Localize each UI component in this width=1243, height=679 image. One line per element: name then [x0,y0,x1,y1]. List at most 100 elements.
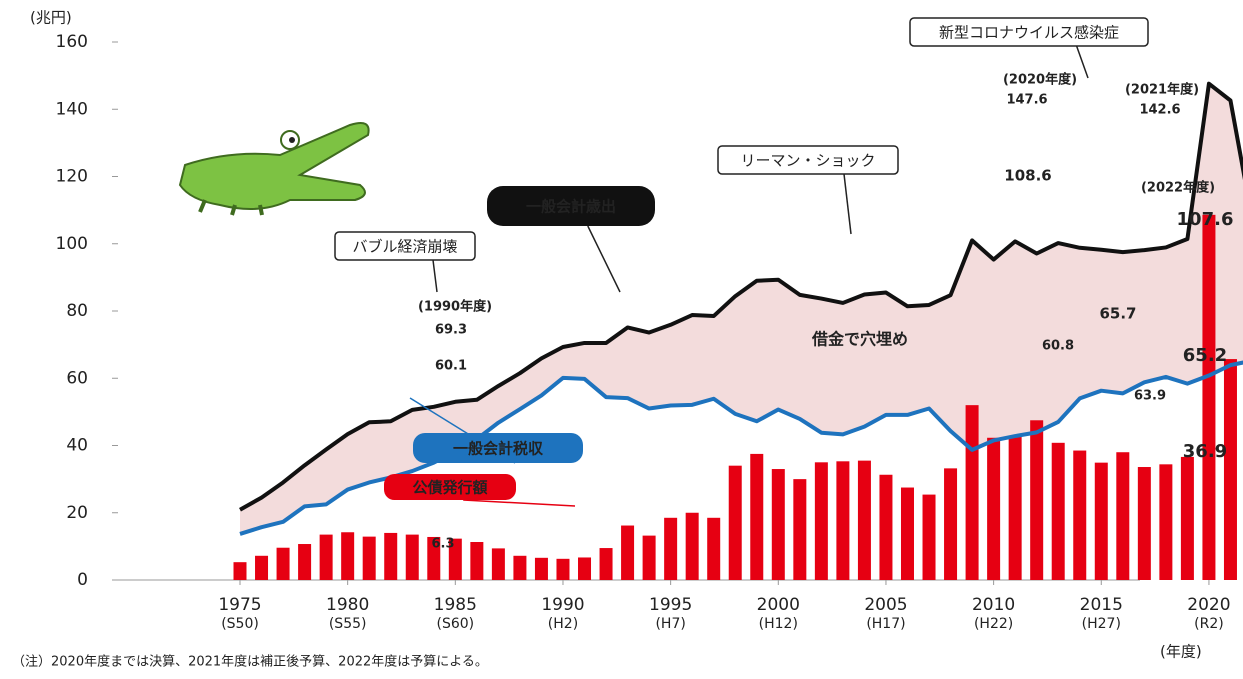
bar [771,469,785,580]
y-tick-label: 40 [66,436,88,456]
bar [944,468,958,580]
callout-text: 新型コロナウイルス感染症 [939,24,1119,42]
bar [879,474,893,580]
callout-box [717,145,899,175]
y-tick-label: 60 [66,368,88,388]
gap-fill [240,83,1243,534]
note: （注）2020年度までは決算、2021年度は補正後予算、2022年度は予算による… [12,654,488,670]
x-tick-label: 1975 [218,595,261,615]
data-label: 36.9 [1183,441,1227,462]
bar [685,512,699,580]
annotation: (2022年度) [1141,180,1215,196]
bar [1030,420,1044,580]
callout-pointer [1075,45,1089,79]
y-tick-label: 80 [66,301,88,321]
bar [1137,467,1151,580]
x-tick-sublabel: (S60) [437,616,475,632]
callout-box [909,17,1149,47]
bar [534,557,548,580]
y-tick-label: 160 [56,32,88,52]
bar [276,547,290,580]
bar [1223,359,1237,580]
x-unit: (年度) [1160,643,1202,661]
x-tick-label: 1980 [326,595,369,615]
x-tick-sublabel: (H7) [655,616,685,632]
series-label: 一般会計税収 [453,440,544,458]
x-tick-label: 2020 [1187,595,1230,615]
bar [319,534,333,580]
callout-text: バブル経済崩壊 [352,238,457,256]
series-pointer [587,225,621,293]
bar [642,535,656,580]
bar [341,532,355,580]
data-label: 65.7 [1099,305,1136,323]
bar [857,460,871,580]
x-tick-sublabel: (H17) [866,616,905,632]
bar [362,536,376,580]
x-tick-sublabel: (S50) [221,616,259,632]
bar [556,558,570,580]
x-tick-sublabel: (H2) [548,616,578,632]
bar [707,517,721,580]
bar [1008,436,1022,580]
data-label: 65.2 [1183,345,1227,366]
bar [1180,456,1194,580]
annotation: 借金で穴埋め [811,330,908,349]
x-tick-sublabel: (H22) [974,616,1013,632]
bar [900,487,914,580]
data-label: 63.9 [1134,389,1166,404]
data-label: 107.6 [1177,209,1234,230]
series-label: 公債発行額 [412,479,487,497]
x-tick-label: 2005 [864,595,907,615]
y-unit: (兆円) [30,9,72,27]
series-pointer [463,499,576,507]
bar [814,462,828,580]
bar [621,525,635,580]
data-label: 147.6 [1006,93,1047,108]
data-label: 60.1 [435,359,467,374]
bar [987,437,1001,580]
callout-pointer [843,173,852,235]
x-tick-sublabel: (H12) [759,616,798,632]
bar [1094,462,1108,580]
bar [1159,464,1173,580]
x-tick-label: 2015 [1080,595,1123,615]
x-tick-label: 1985 [434,595,477,615]
series-label-box [413,433,583,463]
bar [384,532,398,580]
bar [1073,450,1087,580]
bar [405,534,419,580]
bar [470,542,484,580]
bar [255,555,269,580]
annotation: (2020年度) [1003,72,1077,88]
x-tick-label: 1990 [541,595,584,615]
x-tick-label: 1995 [649,595,692,615]
series-label: 一般会計歳出 [526,198,616,216]
annotation: (2021年度) [1125,82,1199,98]
callout-text: リーマン・ショック [740,152,875,170]
crocodile [178,122,370,216]
bar [728,465,742,580]
bar [664,517,678,580]
data-label: 69.3 [435,323,467,338]
y-tick-label: 120 [56,167,88,187]
bar [922,494,936,580]
data-label: 60.8 [1042,339,1074,354]
bar [793,479,807,580]
x-tick-sublabel: (H27) [1082,616,1121,632]
bar [750,453,764,580]
x-tick-label: 2000 [757,595,800,615]
bar [233,562,247,580]
bar [427,536,441,580]
y-tick-label: 140 [56,99,88,119]
bar [513,555,527,580]
annotation: (1990年度) [418,299,492,315]
bar [965,405,979,580]
callout-pointer [432,259,438,293]
x-tick-sublabel: (S55) [329,616,367,632]
bar [578,557,592,580]
x-tick-sublabel: (R2) [1194,616,1224,632]
data-label: 108.6 [1004,167,1051,185]
data-label: 6.3 [431,537,454,552]
